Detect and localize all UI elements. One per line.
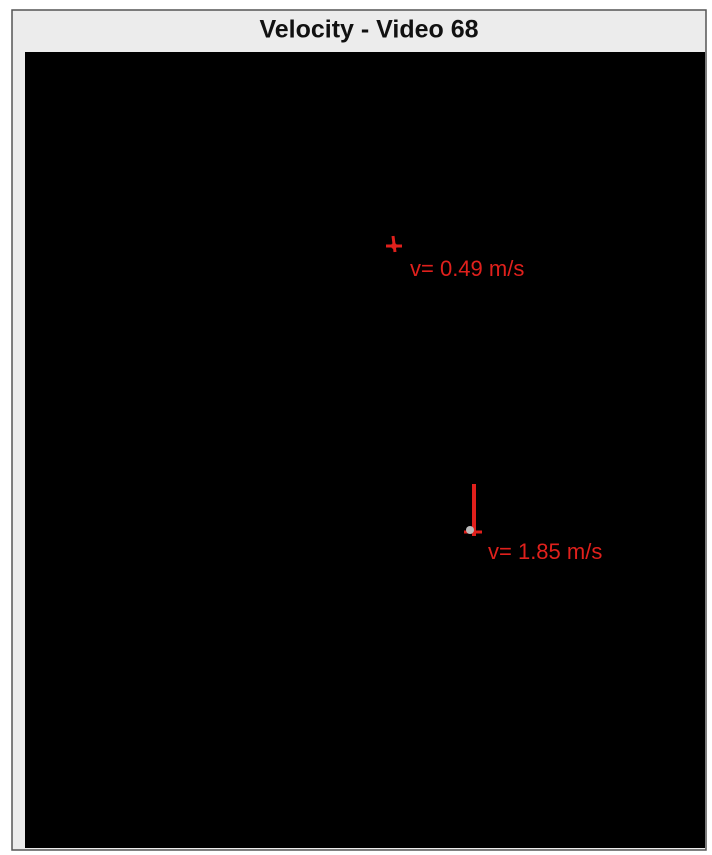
marker-dot <box>466 526 474 534</box>
window-title: Velocity - Video 68 <box>259 16 478 44</box>
figure-window: Velocity - Video 68 v= 0.49 m/s v= 1.85 … <box>0 0 712 855</box>
page: {"window": {"title": "Velocity - Video 6… <box>0 0 712 855</box>
velocity-label: v= 0.49 m/s <box>410 256 524 281</box>
velocity-label: v= 1.85 m/s <box>488 539 602 564</box>
video-frame <box>25 52 705 848</box>
marker-dot <box>391 243 397 249</box>
